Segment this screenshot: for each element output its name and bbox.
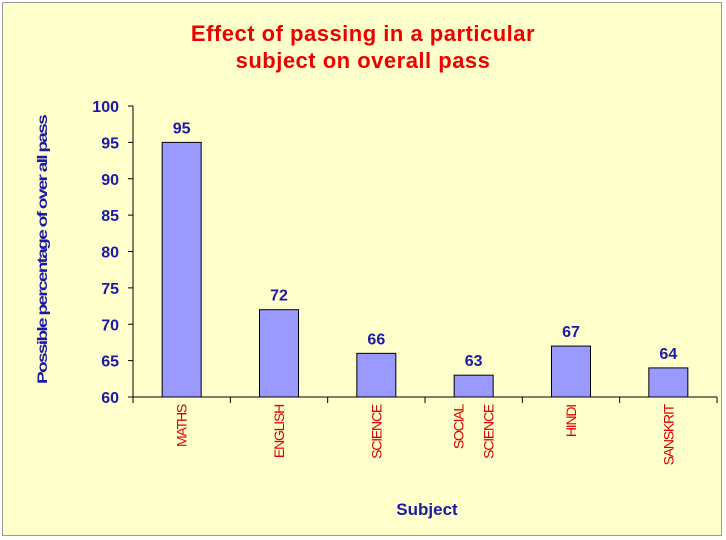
bar: [161, 141, 202, 398]
y-tick-label: 85: [101, 208, 119, 225]
y-tick-label: 65: [101, 354, 119, 371]
category-label: ENGLISH: [271, 405, 287, 458]
y-tick-label: 80: [101, 245, 119, 262]
x-axis-title: Subject: [396, 500, 458, 519]
bar: [259, 309, 299, 398]
category-label: HINDI: [563, 405, 579, 437]
data-label: 64: [659, 346, 677, 363]
category-label: SCIENCE: [481, 404, 497, 459]
data-label: 72: [270, 288, 288, 305]
y-tick-label: 100: [92, 99, 119, 116]
category-label: MATHS: [174, 404, 190, 447]
y-tick-label: 95: [101, 135, 119, 152]
bar: [648, 367, 689, 398]
data-label: 67: [562, 324, 580, 341]
y-axis-title: Possible percentage of over all pass: [34, 114, 50, 384]
category-label: SCIENCE: [368, 404, 384, 459]
y-tick-label: 60: [101, 390, 119, 407]
bar: [453, 374, 494, 398]
y-tick-label: 70: [101, 317, 119, 334]
chart-title: Effect of passing in a particular subjec…: [0, 20, 726, 74]
bar: [551, 345, 591, 398]
data-label: 95: [173, 120, 191, 137]
data-label: 66: [367, 331, 385, 348]
y-tick-label: 75: [101, 281, 119, 298]
category-label: SOCIAL: [451, 404, 467, 450]
category-label: SANSKRIT: [660, 403, 676, 465]
y-tick-label: 90: [101, 172, 119, 189]
data-label: 63: [465, 353, 483, 370]
chart-title-line-1: Effect of passing in a particular: [190, 21, 536, 46]
bar: [356, 352, 397, 398]
chart-title-line-2: subject on overall pass: [235, 48, 491, 73]
